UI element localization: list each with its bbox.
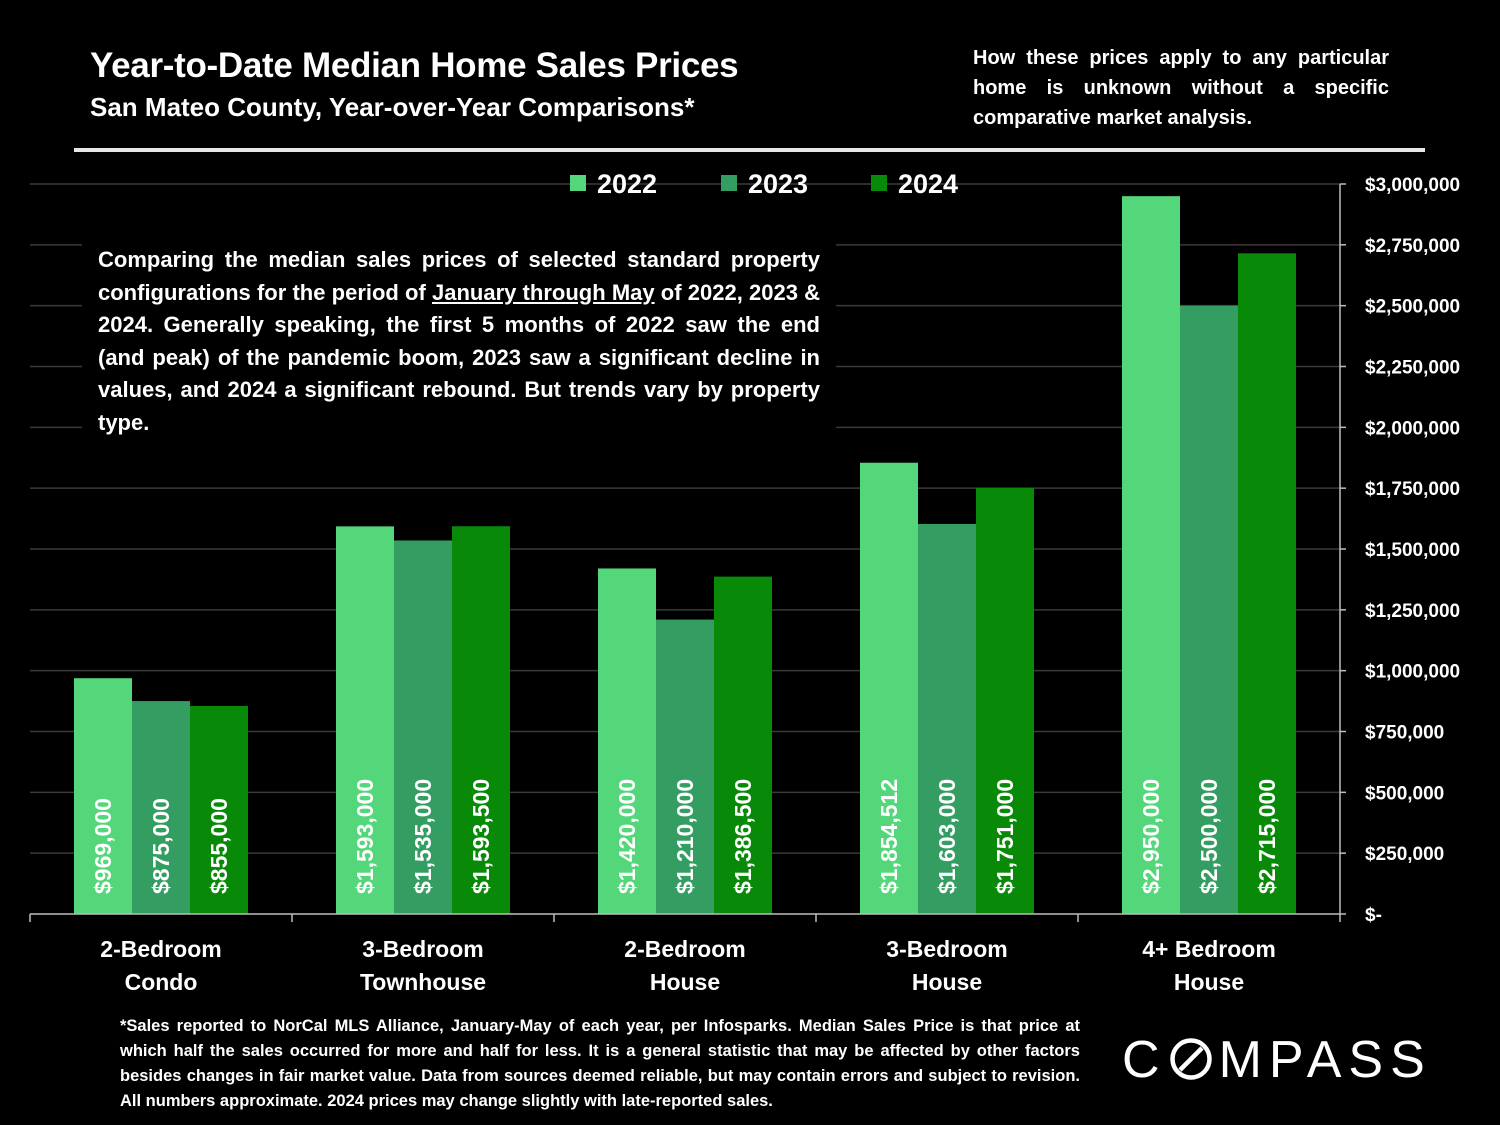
y-tick-label: $1,500,000 [1365, 540, 1460, 561]
legend-label: 2022 [597, 169, 657, 199]
data-label: $1,854,512 [876, 779, 902, 894]
description-text: Comparing the median sales prices of sel… [82, 240, 836, 443]
bar [714, 576, 772, 914]
bar [1180, 305, 1238, 915]
y-tick-label: $2,500,000 [1365, 297, 1460, 318]
data-label: $1,386,500 [730, 779, 756, 894]
x-tick-label: House [912, 969, 982, 995]
data-label: $969,000 [90, 798, 116, 894]
legend-label: 2023 [748, 169, 808, 199]
x-tick-label: 4+ Bedroom [1142, 936, 1276, 962]
y-tick-label: $- [1365, 905, 1382, 926]
data-label: $1,535,000 [410, 779, 436, 894]
bar [976, 487, 1034, 914]
data-label: $1,593,500 [468, 779, 494, 894]
y-tick-label: $1,250,000 [1365, 601, 1460, 622]
y-tick-label: $250,000 [1365, 844, 1444, 865]
bar [1238, 253, 1296, 915]
logo-text-right: MPASS [1218, 1031, 1432, 1089]
data-label: $875,000 [148, 798, 174, 894]
x-tick-label: Condo [125, 969, 198, 995]
y-tick-label: $2,250,000 [1365, 358, 1460, 379]
x-tick-label: 3-Bedroom [886, 936, 1007, 962]
description-part1: Comparing the median sales prices of sel… [98, 247, 820, 305]
legend-swatch [871, 175, 887, 191]
compass-logo: C MPASS [1122, 1030, 1432, 1090]
data-label: $2,950,000 [1138, 779, 1164, 894]
header-divider [74, 148, 1425, 152]
data-label: $1,751,000 [992, 779, 1018, 894]
bar [598, 568, 656, 914]
legend-label: 2024 [898, 169, 958, 199]
y-tick-label: $500,000 [1365, 783, 1444, 804]
bar [132, 701, 190, 914]
x-tick-label: 2-Bedroom [624, 936, 745, 962]
data-label: $1,420,000 [614, 779, 640, 894]
data-label: $2,500,000 [1196, 779, 1222, 894]
footnote: *Sales reported to NorCal MLS Alliance, … [120, 1017, 1080, 1110]
bar [336, 526, 394, 914]
logo-text-left: C [1122, 1031, 1167, 1089]
bar [452, 526, 510, 914]
legend-swatch [721, 175, 737, 191]
bar [918, 523, 976, 914]
bar [74, 678, 132, 914]
y-tick-label: $750,000 [1365, 723, 1444, 744]
x-tick-label: House [1174, 969, 1244, 995]
data-label: $2,715,000 [1254, 779, 1280, 894]
x-tick-label: 3-Bedroom [362, 936, 483, 962]
bar [656, 619, 714, 914]
x-tick-label: Townhouse [360, 969, 486, 995]
bar [190, 705, 248, 914]
chart-subtitle: San Mateo County, Year-over-Year Compari… [90, 92, 695, 122]
chart-title: Year-to-Date Median Home Sales Prices [90, 46, 739, 85]
y-tick-label: $3,000,000 [1365, 175, 1460, 196]
compass-o-icon [1169, 1038, 1212, 1080]
data-label: $1,593,000 [352, 779, 378, 894]
bar [394, 540, 452, 914]
disclaimer-note: How these prices apply to any particular… [973, 47, 1389, 129]
bar [1122, 196, 1180, 914]
x-tick-label: 2-Bedroom [100, 936, 221, 962]
y-tick-label: $1,000,000 [1365, 662, 1460, 683]
y-tick-label: $2,750,000 [1365, 236, 1460, 257]
bar [860, 462, 918, 914]
y-tick-label: $1,750,000 [1365, 479, 1460, 500]
data-label: $855,000 [206, 798, 232, 894]
data-label: $1,210,000 [672, 779, 698, 894]
y-tick-label: $2,000,000 [1365, 418, 1460, 439]
description-period: January through May [432, 279, 655, 305]
x-tick-label: House [650, 969, 720, 995]
legend-swatch [570, 175, 586, 191]
data-label: $1,603,000 [934, 779, 960, 894]
description-part2: of 2022, 2023 & 2024. Generally speaking… [98, 279, 820, 435]
